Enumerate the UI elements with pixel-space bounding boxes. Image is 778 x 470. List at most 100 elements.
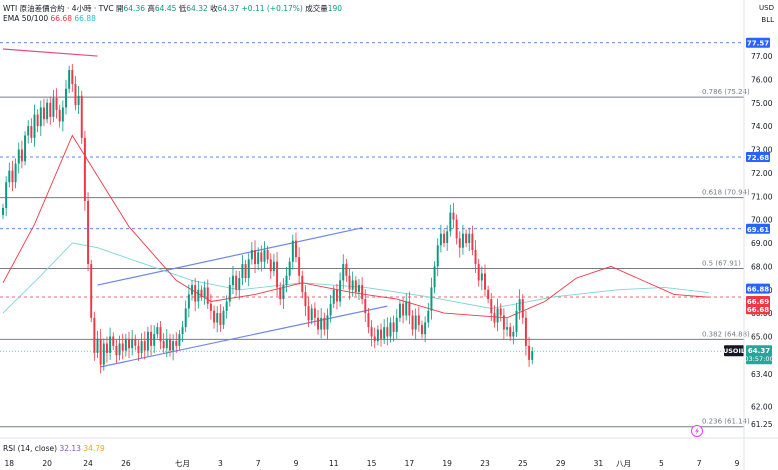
close-label: 收 xyxy=(210,4,218,13)
candle-110 xyxy=(348,275,351,290)
y-tick-label-9: 68.00 xyxy=(751,262,773,271)
candle-120 xyxy=(380,329,383,339)
candle-40 xyxy=(128,338,130,349)
candle-135 xyxy=(427,310,430,323)
candle-61 xyxy=(194,285,197,302)
rsi-legend[interactable]: RSI (14, close) 32.13 34.79 xyxy=(3,444,105,453)
candle-72 xyxy=(228,285,231,302)
candle-75 xyxy=(238,278,241,290)
candle-23 xyxy=(74,84,77,106)
candle-27 xyxy=(87,200,90,265)
candle-9 xyxy=(30,126,33,138)
high-value: 64.45 xyxy=(154,4,177,13)
candle-155 xyxy=(490,299,493,314)
candle-94 xyxy=(298,257,301,276)
candle-142 xyxy=(449,212,452,232)
candle-104 xyxy=(329,303,332,316)
candle-24 xyxy=(77,95,80,106)
symbol-legend[interactable]: WTI 原油差價合約 · 4小時 · TVC 開64.36 高64.45 低64… xyxy=(3,3,342,14)
candle-15 xyxy=(49,102,52,117)
ema-legend[interactable]: EMA 50/100 66.68 66.88 xyxy=(3,14,96,23)
candle-88 xyxy=(279,287,282,300)
ema50-value: 66.68 xyxy=(50,14,72,23)
candle-128 xyxy=(405,301,408,316)
candle-101 xyxy=(320,317,323,330)
candle-165 xyxy=(521,299,524,318)
candle-150 xyxy=(474,250,477,265)
candle-70 xyxy=(222,310,225,325)
x-tick-label-10: 17 xyxy=(405,459,415,468)
candle-39 xyxy=(124,338,127,351)
channel-upper-line xyxy=(97,227,363,286)
candle-19 xyxy=(61,107,64,122)
candle-131 xyxy=(414,315,417,330)
candle-74 xyxy=(235,275,238,290)
candle-37 xyxy=(118,343,121,356)
candle-118 xyxy=(373,336,376,342)
candle-10 xyxy=(33,114,36,138)
candle-29 xyxy=(93,317,96,353)
candle-3 xyxy=(11,170,14,183)
x-tick-label-14: 29 xyxy=(556,459,566,468)
close-value: 64.37 xyxy=(217,4,240,13)
candle-140 xyxy=(443,233,446,244)
candle-77 xyxy=(244,264,247,279)
candle-63 xyxy=(200,289,203,297)
y-tick-label-7: 70.00 xyxy=(751,216,773,225)
value-badge-text-2: 66.68 xyxy=(747,306,769,314)
y-tick-label-14: 63.40 xyxy=(751,370,773,379)
y-tick-label-15: 62.00 xyxy=(751,403,773,412)
low-label: 低 xyxy=(178,4,187,13)
candle-158 xyxy=(499,308,502,316)
candle-41 xyxy=(131,338,134,349)
candle-49 xyxy=(156,327,159,335)
candle-33 xyxy=(105,343,108,353)
y-tick-label-8: 69.00 xyxy=(751,239,773,248)
candle-59 xyxy=(187,294,190,309)
candle-35 xyxy=(112,336,115,346)
candle-148 xyxy=(468,233,471,244)
value-badge-1 xyxy=(746,296,770,307)
candle-163 xyxy=(515,310,518,332)
price-badge xyxy=(746,345,772,365)
candle-73 xyxy=(231,275,234,286)
channel-lower-line xyxy=(100,305,388,368)
candle-1 xyxy=(5,182,8,208)
y-tick-label-3: 74.00 xyxy=(751,122,773,131)
candle-55 xyxy=(175,341,178,346)
candle-99 xyxy=(313,308,316,318)
candle-86 xyxy=(272,261,275,272)
x-tick-label-7: 9 xyxy=(294,459,299,468)
change-value: +0.11 (+0.17%) xyxy=(241,4,303,13)
candle-31 xyxy=(99,338,102,365)
y-tick-label-6: 71.00 xyxy=(751,192,773,201)
candle-60 xyxy=(191,285,193,295)
candle-146 xyxy=(461,233,464,248)
volume-value: 190 xyxy=(327,4,343,13)
candle-127 xyxy=(402,303,405,316)
value-badge-0 xyxy=(746,283,770,294)
candle-16 xyxy=(52,98,55,117)
candle-11 xyxy=(36,114,39,127)
low-value: 64.32 xyxy=(186,4,208,13)
candle-125 xyxy=(395,317,398,332)
candle-69 xyxy=(219,313,222,325)
x-tick-label-15: 31 xyxy=(594,459,604,468)
x-tick-label-16: 八月 xyxy=(616,459,631,468)
y-tick-label-1: 76.00 xyxy=(751,75,773,84)
candle-108 xyxy=(342,264,345,281)
candle-65 xyxy=(206,287,209,304)
y-tick-label-2: 75.00 xyxy=(751,99,773,108)
symbol-badge xyxy=(724,345,744,357)
candle-122 xyxy=(386,327,389,337)
candle-109 xyxy=(345,264,348,276)
candle-48 xyxy=(153,334,156,346)
high-label: 高 xyxy=(147,4,155,13)
open-label: 開 xyxy=(116,4,124,13)
candle-102 xyxy=(323,317,326,330)
candle-123 xyxy=(389,322,392,337)
candle-87 xyxy=(276,261,279,288)
candle-36 xyxy=(115,345,118,356)
value-badge-text-0: 66.88 xyxy=(747,286,769,294)
